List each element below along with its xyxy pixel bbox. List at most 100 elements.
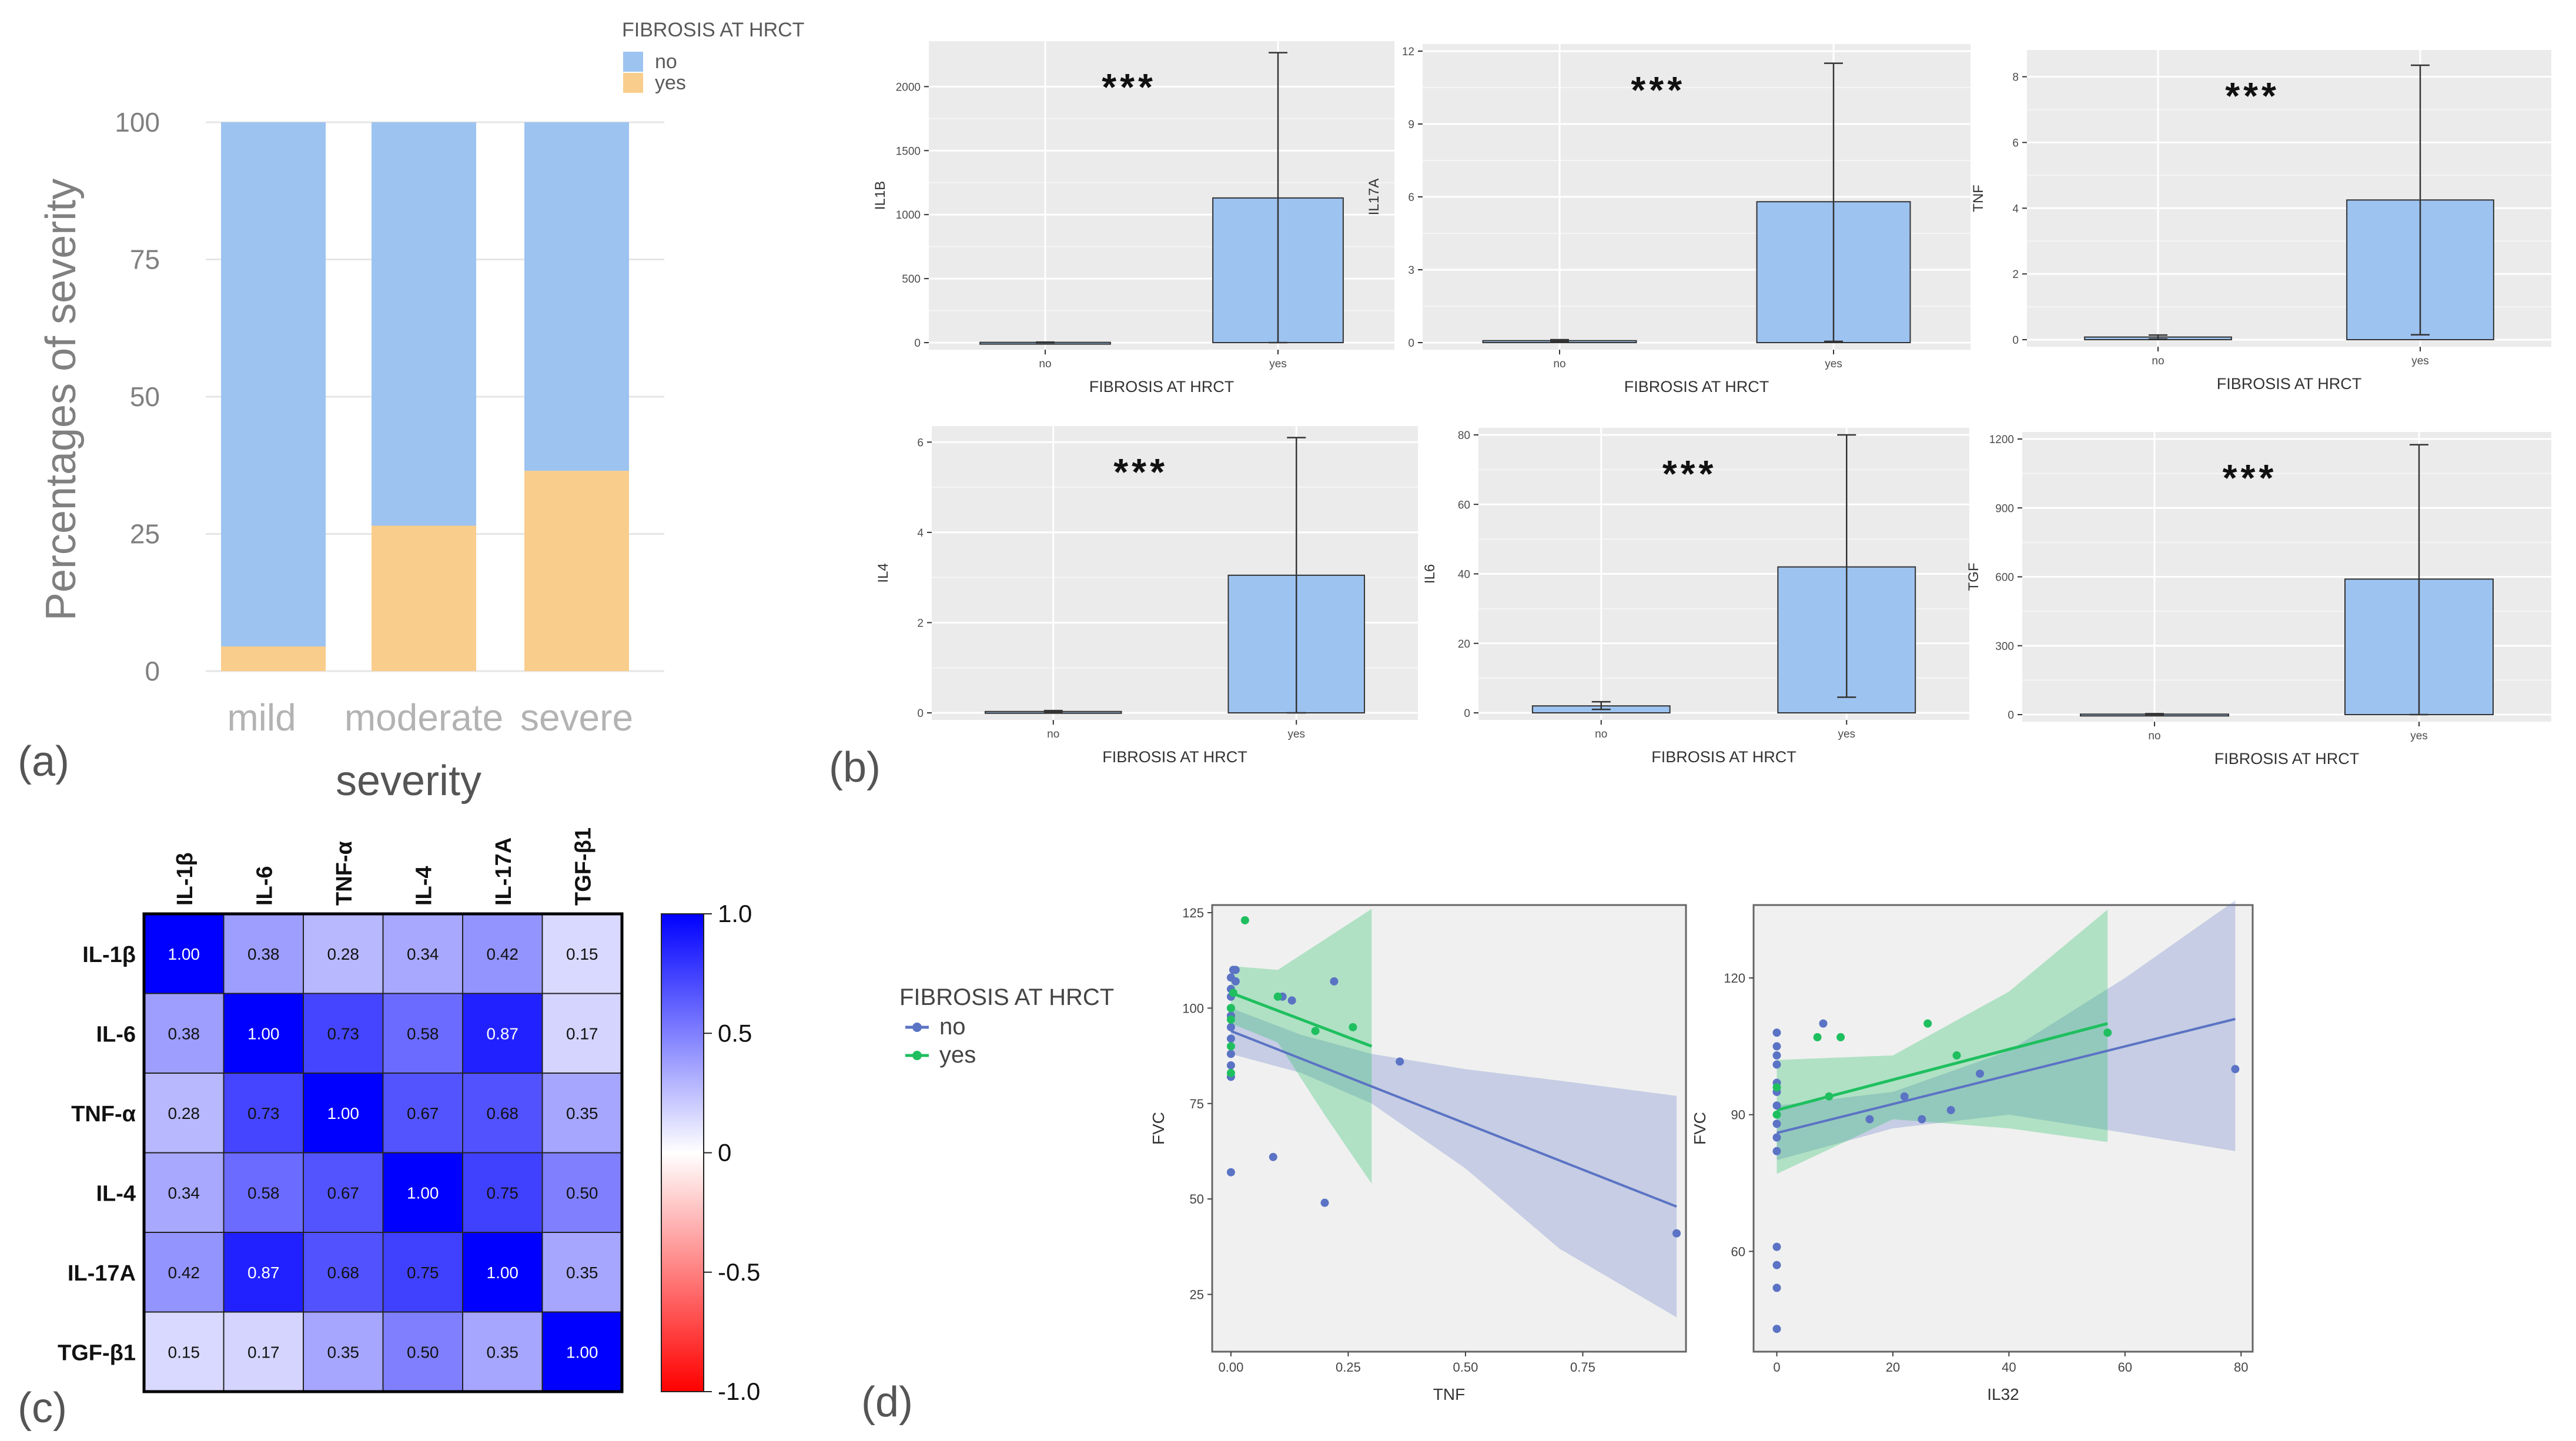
scatter-panel-IL32: 60 90 120 0 20 40 60 80 IL32 FVC: [1691, 900, 2254, 1403]
point-no: [1976, 1069, 1985, 1078]
cell-value: 0.68: [327, 1264, 360, 1282]
point-no: [1772, 1051, 1781, 1060]
point-no: [1330, 977, 1339, 986]
point-no: [1772, 1242, 1781, 1251]
colorbar-tick-label: -1.0: [718, 1378, 760, 1405]
x-tick-label: 0: [1773, 1360, 1780, 1375]
point-yes: [1311, 1027, 1320, 1035]
x-axis-title: FIBROSIS AT HRCT: [1651, 748, 1796, 766]
point-no: [1320, 1198, 1329, 1207]
heatmap-cell: [382, 993, 463, 1074]
y-tick-label: 90: [1731, 1108, 1745, 1122]
x-tick-label: 0.75: [1570, 1360, 1595, 1375]
point-no: [1772, 1133, 1781, 1142]
significance-stars: ***: [2223, 457, 2277, 499]
cell-value: 0.73: [327, 1024, 360, 1043]
heatmap-cell: [541, 1311, 623, 1392]
x-tick-label: no: [2152, 355, 2164, 367]
heatmap-cell: [303, 993, 384, 1074]
x-axis-title: FIBROSIS AT HRCT: [2217, 375, 2362, 393]
y-axis-title: IL17A: [1366, 179, 1382, 216]
column-label: IL-6: [252, 866, 277, 906]
legend-swatch-no: [623, 52, 643, 72]
y-tick-label: 2: [917, 617, 924, 629]
row-label: IL-1β: [82, 943, 136, 967]
x-tick-label: mild: [227, 696, 296, 739]
point-yes: [1952, 1051, 1961, 1060]
bar-mild-yes: [221, 646, 326, 671]
y-tick-label: 60: [1458, 499, 1470, 511]
bar-panel-IL4: 0 2 4 6 no yes FIBROSIS AT HRCT IL4 ***: [875, 426, 1418, 766]
panel-a-stacked-bar-chart: 0 25 50 75 100 mild moderate severe severity Perc…: [38, 19, 804, 805]
heatmap-cell: [223, 913, 304, 994]
point-yes: [1273, 992, 1282, 1001]
cell-value: 0.28: [327, 945, 360, 963]
point-no: [1772, 1120, 1781, 1128]
y-axis-title: FVC: [1691, 1112, 1709, 1145]
x-axis-title: severity: [336, 758, 481, 805]
colorbar-tick-label: 1.0: [718, 900, 752, 927]
point-yes: [1772, 1110, 1781, 1119]
column-label: IL-4: [412, 866, 436, 906]
x-tick-label: yes: [1269, 358, 1287, 370]
heatmap-cell: [143, 1311, 225, 1392]
point-no: [2231, 1065, 2240, 1074]
x-axis-title: TNF: [1433, 1385, 1465, 1403]
regression-line-no: [1230, 1030, 1677, 1208]
cell-value: 0.50: [407, 1343, 439, 1361]
y-tick-label: 50: [1190, 1192, 1204, 1207]
cell-value: 0.34: [407, 945, 439, 963]
confidence-band-yes: [1230, 909, 1372, 1184]
bar-panel-IL17A: 0 3 6 9 12 no yes FIBROSIS AT HRCT IL17A ***: [1366, 44, 1971, 396]
colorbar-tick-label: 0.5: [718, 1019, 752, 1047]
point-no: [1772, 1284, 1781, 1292]
point-no: [1772, 1101, 1781, 1110]
x-axis-title: FIBROSIS AT HRCT: [1089, 378, 1235, 396]
point-yes: [1240, 916, 1249, 924]
bar-severe-yes: [524, 471, 629, 671]
y-tick-label: 0: [1464, 708, 1470, 720]
cell-value: 0.35: [566, 1104, 598, 1122]
heatmap-cell: [541, 1152, 623, 1233]
heatmap-cell: [541, 1232, 623, 1313]
y-axis-title: IL4: [875, 563, 891, 582]
cell-value: 0.15: [168, 1343, 200, 1361]
bar-panel-TGF: 0 300 600 900 1200 no yes FIBROSIS AT HRCT TGF **…: [1966, 432, 2551, 768]
y-tick-label: 12: [1402, 46, 1414, 58]
row-label: IL-17A: [68, 1261, 136, 1286]
point-yes: [1226, 1068, 1235, 1077]
y-tick-label: 120: [1724, 971, 1745, 986]
x-tick-label: yes: [1825, 358, 1842, 370]
y-tick-label: 6: [1408, 192, 1414, 204]
cell-value: 0.38: [247, 945, 280, 963]
heatmap-cell: [303, 1232, 384, 1313]
confidence-band-no: [1230, 1008, 1677, 1318]
bar-panel-IL1B: 0 500 1000 1500 2000 no yes FIBROSIS AT HRCT IL1…: [872, 41, 1394, 396]
cell-value: 1.00: [407, 1184, 439, 1202]
point-no: [1226, 1061, 1235, 1070]
x-tick-label: no: [1039, 358, 1051, 370]
x-tick-label: yes: [2411, 355, 2429, 367]
legend-marker: [912, 1051, 922, 1060]
heatmap-cell: [223, 1311, 304, 1392]
point-no: [1772, 1325, 1781, 1333]
point-no: [1226, 1168, 1235, 1177]
y-tick-label: 0: [2008, 709, 2014, 722]
point-yes: [1813, 1033, 1822, 1041]
y-tick-label: 0: [1408, 337, 1414, 350]
x-tick-label: no: [1047, 728, 1059, 740]
regression-line-yes: [1230, 991, 1373, 1048]
point-no: [1865, 1115, 1874, 1124]
point-no: [1772, 1261, 1781, 1269]
y-tick-label: 40: [1458, 569, 1470, 581]
point-no: [1269, 1152, 1277, 1161]
y-tick-label: 75: [1190, 1097, 1204, 1111]
point-no: [1226, 1023, 1235, 1031]
heatmap-cell: [541, 1073, 623, 1154]
legend-marker: [912, 1023, 922, 1032]
confidence-band-yes: [1777, 909, 2108, 1174]
significance-stars: ***: [2225, 75, 2280, 117]
plot-background: [1752, 904, 2254, 1353]
cell-value: 0.58: [247, 1184, 280, 1202]
point-no: [1819, 1019, 1828, 1028]
